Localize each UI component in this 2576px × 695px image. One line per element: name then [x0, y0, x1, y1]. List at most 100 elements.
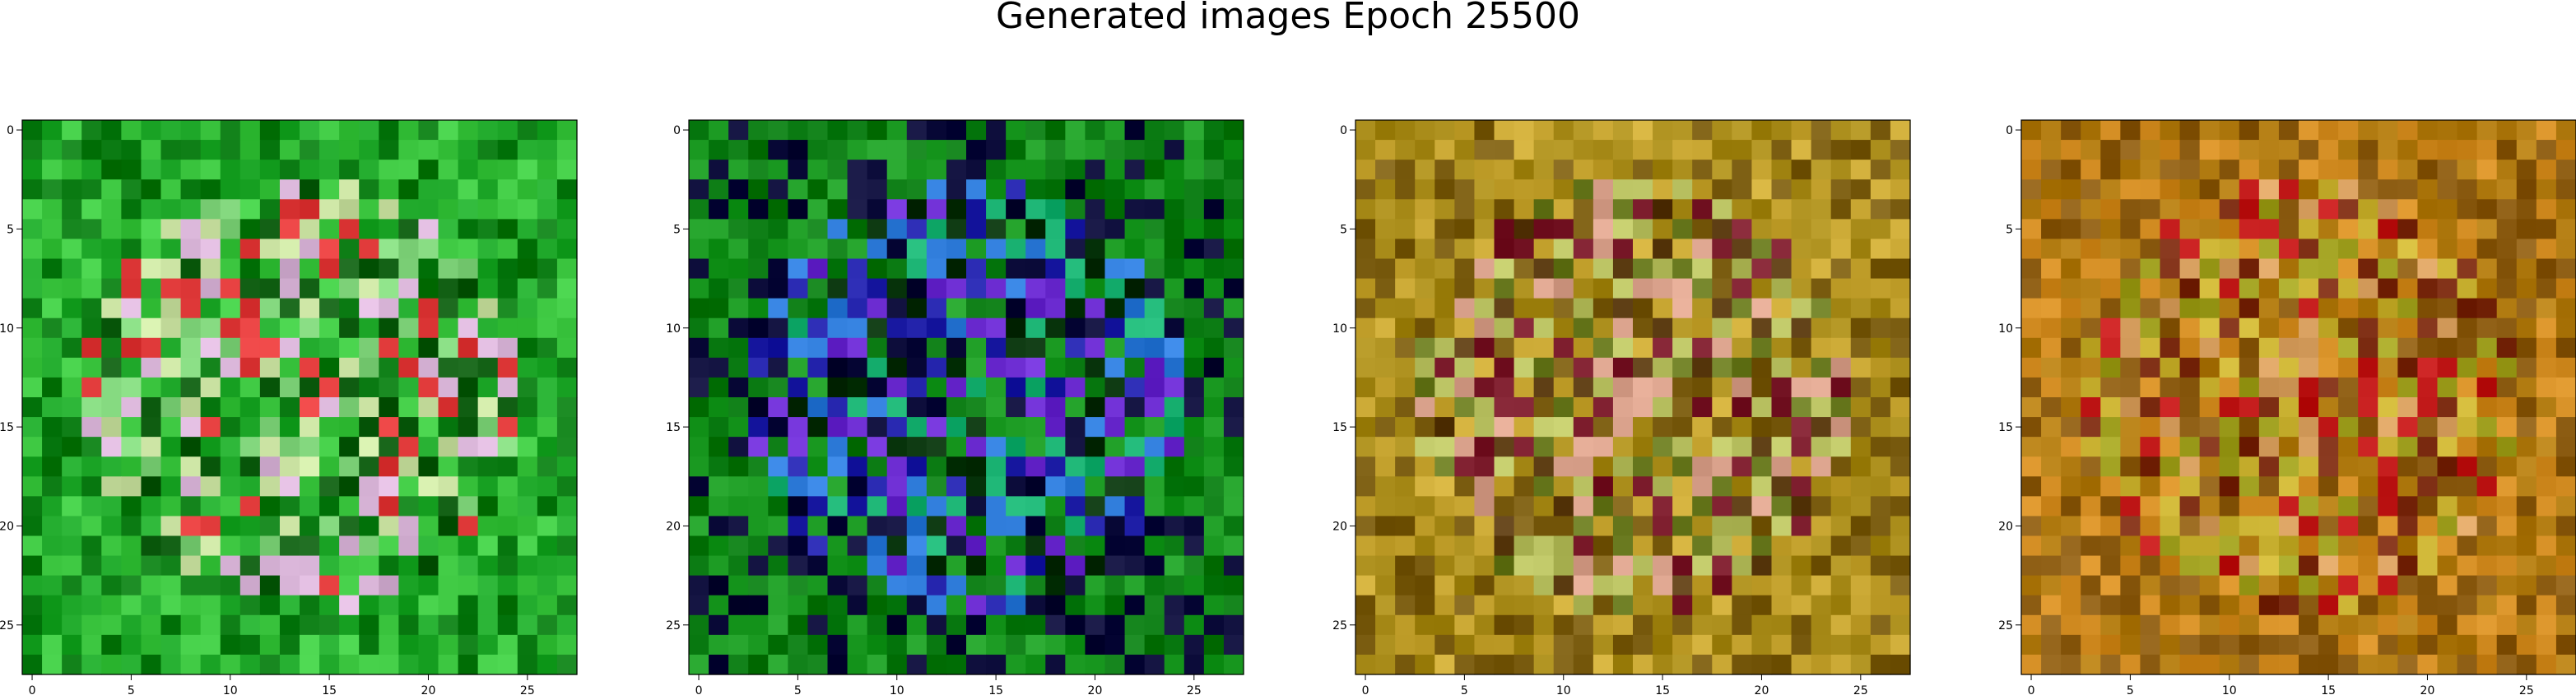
pixel-cell	[1494, 595, 1515, 616]
pixel-cell	[2397, 160, 2419, 180]
pixel-cell	[1771, 535, 1793, 557]
pixel-cell	[359, 120, 379, 141]
pixel-cell	[300, 239, 320, 260]
pixel-cell	[2219, 614, 2240, 636]
pixel-cell	[1494, 456, 1515, 477]
pixel-cell	[2516, 476, 2537, 497]
pixel-cell	[728, 417, 749, 438]
pixel-cell	[141, 437, 162, 457]
pixel-cell	[2278, 397, 2299, 418]
pixel-cell	[1395, 160, 1416, 180]
pixel-cell	[1454, 160, 1476, 180]
pixel-cell	[2258, 239, 2280, 260]
pixel-cell	[458, 120, 479, 141]
pixel-cell	[1573, 397, 1594, 418]
pixel-cell	[1751, 614, 1773, 636]
pixel-cell	[2378, 298, 2398, 319]
pixel-cell	[926, 417, 947, 438]
pixel-cell	[768, 219, 788, 240]
pixel-cell	[1494, 377, 1515, 398]
pixel-cell	[279, 595, 300, 616]
pixel-cell	[886, 614, 908, 636]
pixel-cell	[556, 258, 578, 280]
pixel-cell	[141, 199, 162, 220]
pixel-cell	[2516, 179, 2537, 200]
pixel-cell	[2120, 496, 2141, 517]
pixel-cell	[1751, 634, 1773, 656]
pixel-cell	[1514, 634, 1535, 656]
pixel-cell	[2299, 516, 2319, 537]
pixel-cell	[2258, 397, 2280, 418]
pixel-cell	[827, 239, 849, 260]
pixel-cell	[2278, 634, 2299, 656]
pixel-cell	[1573, 496, 1594, 517]
pixel-cell	[477, 397, 499, 418]
pixel-cell	[1870, 437, 1891, 457]
pixel-cell	[2397, 258, 2419, 280]
pixel-cell	[886, 298, 908, 319]
pixel-cell	[2536, 437, 2557, 457]
pixel-cell	[259, 437, 281, 457]
pixel-cell	[2081, 120, 2101, 141]
pixel-cell	[2338, 199, 2359, 220]
pixel-cell	[689, 437, 709, 457]
pixel-cell	[2378, 595, 2398, 616]
pixel-cell	[2239, 219, 2260, 240]
pixel-cell	[1514, 535, 1535, 557]
pixel-cell	[1223, 239, 1244, 260]
pixel-cell	[81, 199, 102, 220]
pixel-cell	[986, 219, 1007, 240]
pixel-cell	[1771, 614, 1793, 636]
pixel-cell	[1672, 219, 1693, 240]
pixel-cell	[2041, 496, 2062, 517]
pixel-cell	[1850, 614, 1872, 636]
pixel-cell	[1355, 417, 1376, 438]
pixel-cell	[160, 456, 182, 477]
pixel-cell	[728, 575, 749, 596]
pixel-cell	[1791, 377, 1812, 398]
pixel-cell	[2041, 317, 2062, 339]
pixel-cell	[2081, 278, 2101, 299]
pixel-cell	[1850, 278, 1872, 299]
pixel-cell	[1415, 595, 1435, 616]
pixel-cell	[1672, 298, 1693, 319]
y-tick-label: 0	[7, 124, 14, 137]
pixel-cell	[1144, 377, 1165, 398]
pixel-cell	[121, 614, 142, 636]
pixel-cell	[239, 575, 261, 596]
pixel-cell	[438, 160, 459, 180]
pixel-cell	[788, 456, 809, 477]
pixel-cell	[1454, 140, 1476, 160]
pixel-cell	[1692, 258, 1713, 280]
pixel-cell	[1553, 634, 1574, 656]
x-tick-label: 5	[2127, 684, 2134, 695]
pixel-cell	[1692, 535, 1713, 557]
pixel-cell	[2516, 496, 2537, 517]
pixel-cell	[807, 140, 829, 160]
pixel-cell	[1751, 496, 1773, 517]
pixel-cell	[497, 357, 518, 378]
pixel-cell	[728, 357, 749, 378]
pixel-cell	[2120, 239, 2141, 260]
pixel-cell	[101, 337, 122, 359]
pixel-cell	[2378, 476, 2398, 497]
pixel-cell	[180, 417, 202, 438]
pixel-cell	[1593, 634, 1614, 656]
pixel-cell	[398, 397, 420, 418]
pixel-cell	[2476, 258, 2498, 280]
pixel-cell	[728, 634, 749, 656]
y-tick-label: 15	[666, 421, 681, 434]
pixel-cell	[1085, 357, 1106, 378]
pixel-cell	[1890, 516, 1911, 537]
pixel-cell	[2476, 199, 2498, 220]
pixel-cell	[886, 278, 908, 299]
pixel-cell	[2199, 614, 2220, 636]
pixel-cell	[1494, 298, 1515, 319]
pixel-cell	[1474, 496, 1495, 517]
pixel-cell	[1223, 535, 1244, 557]
pixel-cell	[926, 476, 947, 497]
pixel-cell	[689, 555, 709, 577]
pixel-cell	[1183, 595, 1205, 616]
pixel-cell	[1395, 437, 1416, 457]
pixel-cell	[458, 298, 479, 319]
